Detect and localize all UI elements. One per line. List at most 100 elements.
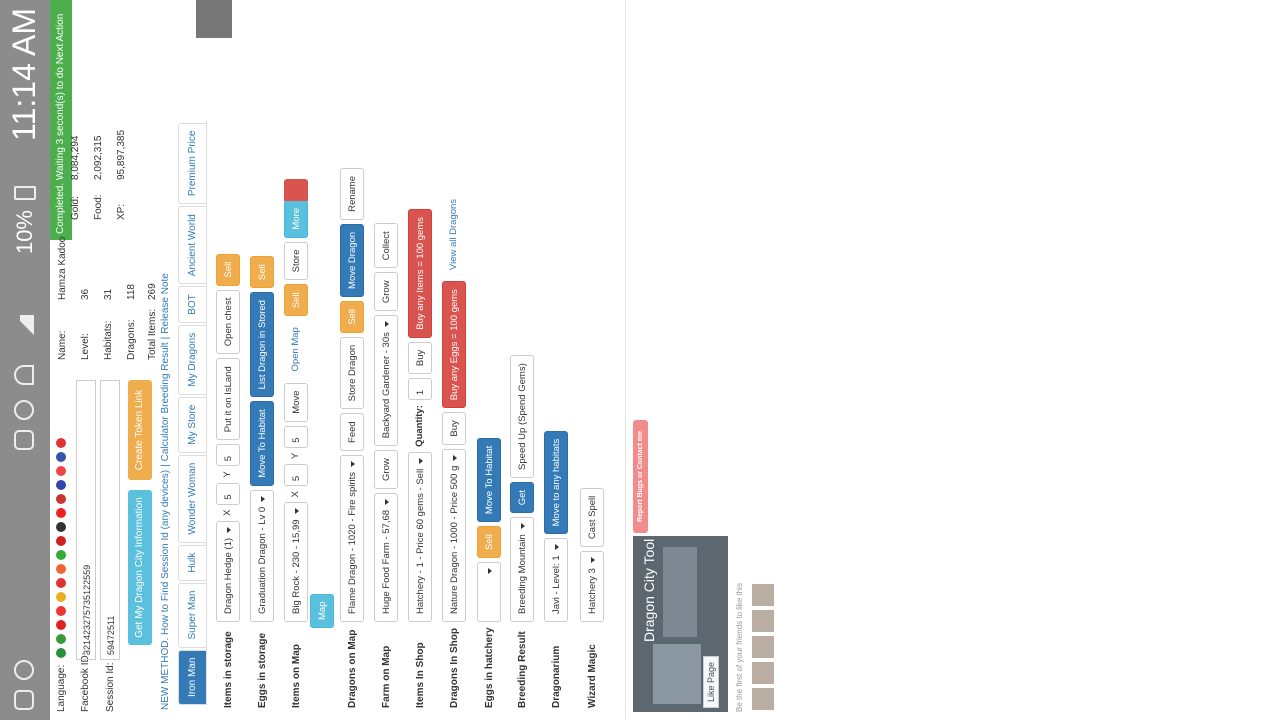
button[interactable]: Store Dragon [340,336,364,410]
clock: 11:14 AM [6,8,42,141]
button[interactable]: Move to any habitats [544,430,568,535]
button[interactable]: Sell [477,526,501,558]
dropdown[interactable]: Flame Dragon - 1020 - Fire spirits [340,454,364,622]
profile-value: 31 [103,288,114,300]
tab[interactable]: Premium Price [178,122,206,205]
info-button[interactable]: Get My Dragon City Information [128,490,152,645]
button[interactable]: Sell [250,256,274,289]
button[interactable]: Move To Habitat [477,437,501,523]
friend-face [752,584,774,606]
tab[interactable]: Iron Man [178,649,206,705]
button[interactable]: Feed [340,413,364,451]
friend-face [752,688,774,710]
button[interactable]: Move [284,382,308,422]
row-label: Dragonarium [550,645,562,708]
tab[interactable]: Hulk [178,544,206,581]
input[interactable]: 5 [284,425,308,448]
profile-label: Dragons: [126,319,137,360]
input[interactable]: 5 [216,444,240,467]
session-id-input[interactable]: 59472511 [100,380,120,660]
button[interactable]: Grow [374,272,398,312]
widget-image [663,547,697,637]
flag [56,550,66,560]
row-label: Items In Shop [414,642,426,708]
button[interactable]: Open chest [216,289,240,355]
dropdown[interactable]: Nature Dragon - 1000 - Price 500 g [442,448,466,622]
link[interactable]: Calculator Breeding Result [160,342,171,462]
flag [56,620,66,630]
dropdown[interactable]: Javi - Level: 1 [544,538,568,622]
tab[interactable]: My Dragons [178,324,206,395]
button[interactable]: Speed Up (Spend Gems) [510,355,534,478]
link[interactable]: Release Note [160,273,171,334]
report-button[interactable]: Report Bugs or Contact me [633,420,648,533]
button[interactable]: Move Dragon [340,223,364,297]
button[interactable]: Cast Spell [580,487,604,548]
profile-label: Food: [93,194,104,220]
facebook-id-input[interactable]: 321423275735122559 [76,380,96,660]
button[interactable]: Collect [374,223,398,269]
facebook-id-label: Facebook ID: [80,652,91,712]
like-button[interactable]: Like Page [703,655,719,708]
button[interactable]: Sell [284,284,308,317]
control-row: Dragons on Map Flame Dragon - 1020 - Fire… [338,168,366,708]
dropdown[interactable]: Hatchery - 1 - Price 60 gems - Sell [408,451,432,622]
button[interactable]: Buy any Eggs = 100 gems [442,281,466,409]
button[interactable]: Grow [374,450,398,489]
control-row: Items on Map Big Rock - 230 - 15,99 X 5 Y 5 Mo… [282,178,310,708]
status-bar: 10% 11:14 AM [0,0,50,720]
button[interactable]: List Dragon in Stored [250,292,274,398]
button[interactable]: Buy [442,412,466,445]
dropdown[interactable]: Hatchery 3 [580,551,604,622]
dropdown[interactable]: Huge Food Farm - 57,68 [374,492,398,622]
input[interactable]: 5 [284,464,308,487]
control-row: Dragonarium Javi - Level: 1 Move to any ha… [542,430,570,708]
flag [56,578,66,588]
dropdown[interactable]: Dragon Hedge (1) [216,520,240,622]
input[interactable]: 1 [408,378,432,401]
dropdown[interactable]: Graduation Dragon - Lv 0 [250,489,274,622]
link-separator: | [160,336,171,340]
status-icon [14,690,34,710]
button[interactable]: Sell [216,253,240,286]
flag [56,522,66,532]
button[interactable]: Sell [340,300,364,333]
button[interactable]: More [284,199,308,238]
tab[interactable]: Super Man [178,582,206,648]
button[interactable]: Get [510,481,534,514]
tab[interactable]: Wonder Woman [178,454,206,543]
button[interactable]: Rename [340,168,364,220]
link[interactable]: NEW METHOD. How to Find Session Id (any … [160,469,171,710]
button[interactable]: Move To Habitat [250,401,274,486]
button[interactable]: Map [310,593,334,628]
status-icon [14,365,34,385]
flag [56,564,66,574]
tab[interactable]: BOT [178,286,206,323]
row-label: Dragons on Map [346,629,358,708]
button[interactable]: View all Dragons [442,191,466,278]
input[interactable]: 5 [216,482,240,505]
button[interactable]: Store [284,241,308,281]
profile-value: Hamza Kadoo [57,236,68,300]
dropdown[interactable]: Backyard Gardener - 30s [374,315,398,447]
tab[interactable]: My Store [178,396,206,453]
control-row: Farm on Map Huge Food Farm - 57,68 Grow Bac… [372,223,400,708]
button[interactable]: Put it on IsLand [216,358,240,441]
button[interactable]: Open Map [284,320,308,379]
friend-face [752,662,774,684]
flag [56,606,66,616]
label: Y [222,471,233,478]
status-icon [14,430,34,450]
row-label: Items on Map [290,644,302,708]
token-button[interactable]: Create Token Link [128,380,152,480]
control-row: Items in storage Dragon Hedge (1) X 5 Y 5 Put … [214,253,242,708]
button[interactable]: Buy [408,341,432,375]
dropdown[interactable] [477,562,501,622]
dropdown[interactable]: Breeding Mountain [510,517,534,622]
tab[interactable]: Ancient World [178,206,206,285]
dropdown[interactable]: Big Rock - 230 - 15,99 [284,502,308,622]
row-label: Farm on Map [380,645,392,708]
flag [56,508,66,518]
button[interactable]: Buy any Items = 100 gems [408,208,432,338]
